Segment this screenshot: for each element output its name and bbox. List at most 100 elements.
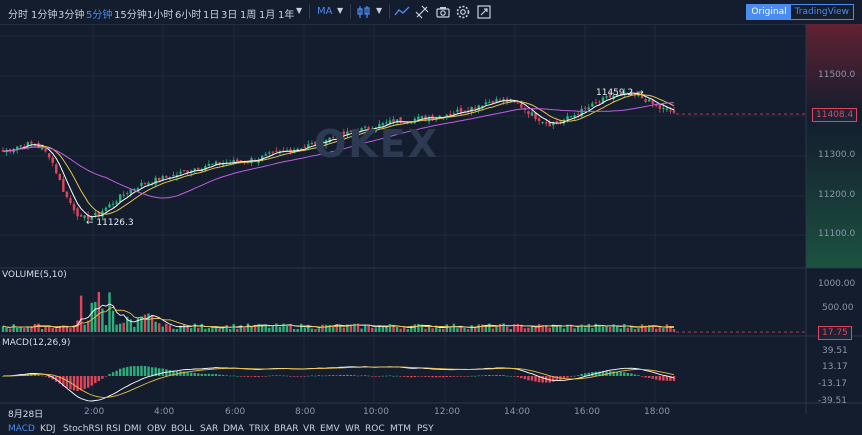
tab-wr[interactable]: WR <box>345 424 361 434</box>
price-chart[interactable] <box>0 24 862 435</box>
macd-histogram-bar <box>161 368 164 376</box>
candle-body <box>644 99 647 103</box>
macd-histogram-bar <box>562 376 566 380</box>
macd-histogram-bar <box>640 376 644 377</box>
macd-histogram-bar <box>530 376 534 381</box>
volume-bar <box>658 327 661 332</box>
interval-3m[interactable]: 3分钟 <box>58 10 85 21</box>
macd-histogram-bar <box>285 375 289 377</box>
indicator-dropdown-icon[interactable]: ▼ <box>337 6 344 15</box>
volume-bar <box>44 326 47 332</box>
macd-histogram-bar <box>168 370 172 376</box>
view-original-button[interactable]: Original <box>747 5 791 19</box>
interval-1d[interactable]: 1日 <box>203 10 220 21</box>
macd-histogram-bar <box>395 375 399 377</box>
view-tradingview-button[interactable]: TradingView <box>790 5 853 19</box>
tab-obv[interactable]: OBV <box>147 424 167 434</box>
volume-bar <box>165 323 168 332</box>
interval-15m[interactable]: 15分钟 <box>114 10 147 21</box>
tab-psy[interactable]: PSY <box>417 424 434 434</box>
tab-dmi[interactable]: DMI <box>124 424 142 434</box>
fullscreen-icon[interactable] <box>476 4 492 20</box>
volume-bar <box>601 326 605 332</box>
line-tool-icon[interactable] <box>394 4 410 20</box>
macd-histogram-bar <box>150 367 154 376</box>
candle-body <box>484 102 488 105</box>
volume-bar <box>150 315 154 332</box>
volume-bar <box>339 324 342 332</box>
time-tick: 18:00 <box>644 407 670 417</box>
volume-bar <box>669 327 672 332</box>
tab-roc[interactable]: ROC <box>365 424 385 434</box>
macd-histogram-bar <box>573 375 576 377</box>
tab-stochrsi[interactable]: StochRSI <box>63 424 104 434</box>
camera-icon[interactable] <box>435 4 451 20</box>
interval-timeline[interactable]: 分时 <box>8 10 28 21</box>
macd-histogram-bar <box>402 376 406 377</box>
high-price-annotation: 11459.2 → <box>596 88 644 98</box>
candle-body <box>328 137 331 143</box>
macd-histogram-bar <box>243 376 246 377</box>
tab-trix[interactable]: TRIX <box>249 424 270 434</box>
candle-body <box>122 194 125 196</box>
macd-histogram-bar <box>122 367 125 376</box>
macd-histogram-bar <box>104 376 108 377</box>
candle-body <box>193 168 196 171</box>
tab-kdj[interactable]: KDJ <box>40 424 56 434</box>
macd-histogram-bar <box>481 375 484 377</box>
candle-body <box>459 108 463 113</box>
interval-3d[interactable]: 3日 <box>221 10 238 21</box>
interval-1y[interactable]: 1年 <box>278 10 295 21</box>
tab-brar[interactable]: BRAR <box>274 424 299 434</box>
indicator-select[interactable]: MA <box>317 6 333 17</box>
interval-1mo[interactable]: 1月 <box>259 10 276 21</box>
candle-body <box>23 146 26 148</box>
intervals-dropdown-icon[interactable]: ▼ <box>296 6 303 15</box>
interval-5m[interactable]: 5分钟 <box>86 10 113 21</box>
macd-histogram-bar <box>633 374 637 376</box>
volume-bar <box>79 295 83 332</box>
candle-body <box>385 122 388 124</box>
price-tick: 11500.0 <box>818 70 856 80</box>
volume-bar <box>626 327 630 332</box>
candle-body <box>498 100 502 102</box>
volume-bar <box>466 329 470 332</box>
candle-body <box>672 110 676 113</box>
candle-type-dropdown-icon[interactable]: ▼ <box>376 6 383 15</box>
candle-body <box>8 149 12 151</box>
tab-vr[interactable]: VR <box>303 424 316 434</box>
tab-boll[interactable]: BOLL <box>171 424 195 434</box>
macd-histogram-bar <box>278 375 282 377</box>
macd-histogram-bar <box>214 374 218 376</box>
interval-1h[interactable]: 1小时 <box>147 10 174 21</box>
candle-body <box>520 104 523 108</box>
volume-bar <box>246 323 250 332</box>
tab-sar[interactable]: SAR <box>200 424 219 434</box>
macd-histogram-bar <box>442 376 445 378</box>
candle-body <box>321 138 324 144</box>
candle-body <box>576 114 580 116</box>
candle-body <box>584 107 587 109</box>
interval-6h[interactable]: 6小时 <box>175 10 202 21</box>
interval-1m[interactable]: 1分钟 <box>31 10 58 21</box>
volume-bar <box>640 324 644 332</box>
tab-macd[interactable]: MACD <box>8 424 35 434</box>
tab-mtm[interactable]: MTM <box>390 424 412 434</box>
candle-body <box>651 100 654 104</box>
candle-body <box>555 121 559 123</box>
tab-dma[interactable]: DMA <box>223 424 244 434</box>
volume-bar <box>12 324 15 332</box>
settings-gear-icon[interactable] <box>455 4 471 20</box>
candle-body <box>33 144 37 146</box>
draw-tool-icon[interactable] <box>414 4 430 20</box>
candle-body <box>19 145 22 147</box>
volume-bar <box>513 324 516 332</box>
tab-rsi[interactable]: RSI <box>106 424 121 434</box>
candle-body <box>108 204 111 208</box>
macd-histogram-bar <box>534 376 537 382</box>
macd-histogram-bar <box>317 375 321 376</box>
candle-body <box>633 93 637 96</box>
interval-1w[interactable]: 1周 <box>240 10 257 21</box>
candle-type-icon[interactable] <box>356 4 372 20</box>
tab-emv[interactable]: EMV <box>320 424 340 434</box>
